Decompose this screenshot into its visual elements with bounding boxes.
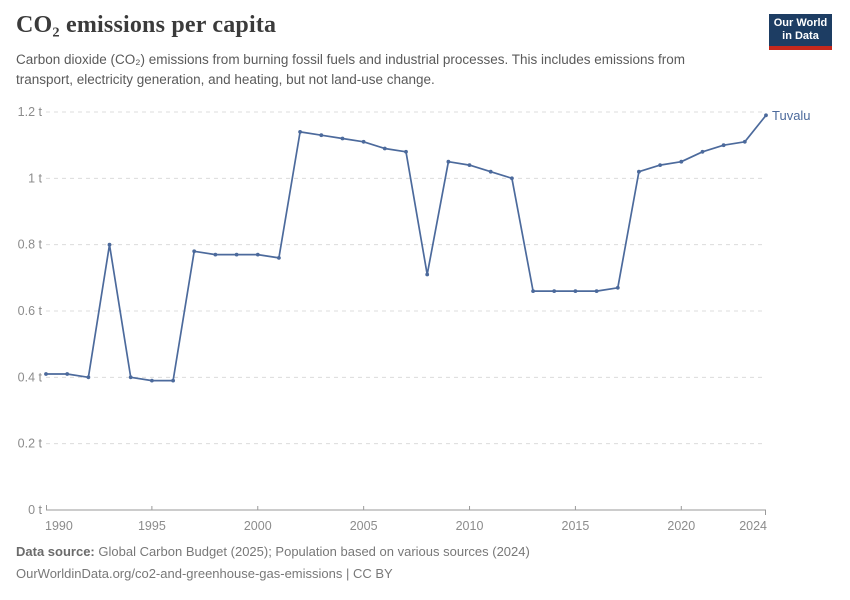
owid-logo-line2: in Data [782,30,819,42]
data-point[interactable] [425,272,430,277]
data-point[interactable] [340,136,345,141]
data-point[interactable] [277,256,281,260]
entity-label[interactable]: Tuvalu [772,108,811,123]
data-point[interactable] [658,163,662,168]
data-point[interactable] [86,375,91,380]
x-tick-label: 2015 [562,519,590,533]
y-tick-label: 1 t [28,171,42,185]
data-point[interactable] [192,249,197,254]
data-point[interactable] [65,372,70,376]
data-point[interactable] [150,378,154,383]
owid-logo[interactable]: Our World in Data [769,14,832,50]
x-tick-label: 2000 [244,519,272,533]
data-source-line: Data source: Global Carbon Budget (2025)… [16,541,836,563]
data-point[interactable] [594,289,599,293]
y-tick-label: 0.4 t [18,370,43,384]
data-point[interactable] [234,252,239,257]
chart-title: CO₂ emissions per capita [16,12,277,38]
data-point[interactable] [107,242,112,247]
data-point[interactable] [446,159,451,164]
x-tick-label: 2024 [739,519,767,533]
data-point[interactable] [382,146,387,151]
data-point[interactable] [298,130,302,134]
y-tick-label: 0 t [28,503,42,517]
data-point[interactable] [467,163,472,168]
data-point[interactable] [488,169,493,174]
data-point[interactable] [319,133,324,138]
data-point[interactable] [700,149,705,154]
y-tick-label: 0.6 t [18,304,43,318]
x-tick-label: 2020 [667,519,695,533]
data-point[interactable] [255,252,260,257]
data-line [45,114,767,382]
data-point[interactable] [44,372,48,376]
data-point[interactable] [552,289,557,293]
data-point[interactable] [361,139,366,144]
data-point[interactable] [764,113,768,118]
data-point[interactable] [637,169,641,174]
citation-line[interactable]: OurWorldinData.org/co2-and-greenhouse-ga… [16,566,393,581]
data-point[interactable] [679,159,684,164]
data-point[interactable] [171,378,176,383]
y-tick-label: 0.8 t [18,238,43,252]
data-point[interactable] [510,176,514,181]
y-tick-label: 0.2 t [18,437,43,451]
data-point[interactable] [128,375,133,380]
data-source-label: Data source: [16,544,95,559]
x-tick-label: 1990 [45,519,73,533]
data-point[interactable] [531,289,535,293]
owid-logo-line1: Our World [773,17,828,29]
data-point[interactable] [721,143,726,148]
x-tick-label: 2010 [456,519,484,533]
x-tick-label: 1995 [138,519,166,533]
chart-subtitle: Carbon dioxide (CO₂) emissions from burn… [16,52,686,87]
y-tick-label: 1.2 t [18,105,43,119]
data-point[interactable] [573,289,578,293]
chart-footer: Data source: Global Carbon Budget (2025)… [16,541,836,585]
data-point[interactable] [404,149,408,154]
data-point[interactable] [742,139,747,144]
data-point[interactable] [213,252,218,257]
data-point[interactable] [615,285,620,290]
x-tick-label: 2005 [350,519,378,533]
data-source-text: Global Carbon Budget (2025); Population … [98,544,530,559]
